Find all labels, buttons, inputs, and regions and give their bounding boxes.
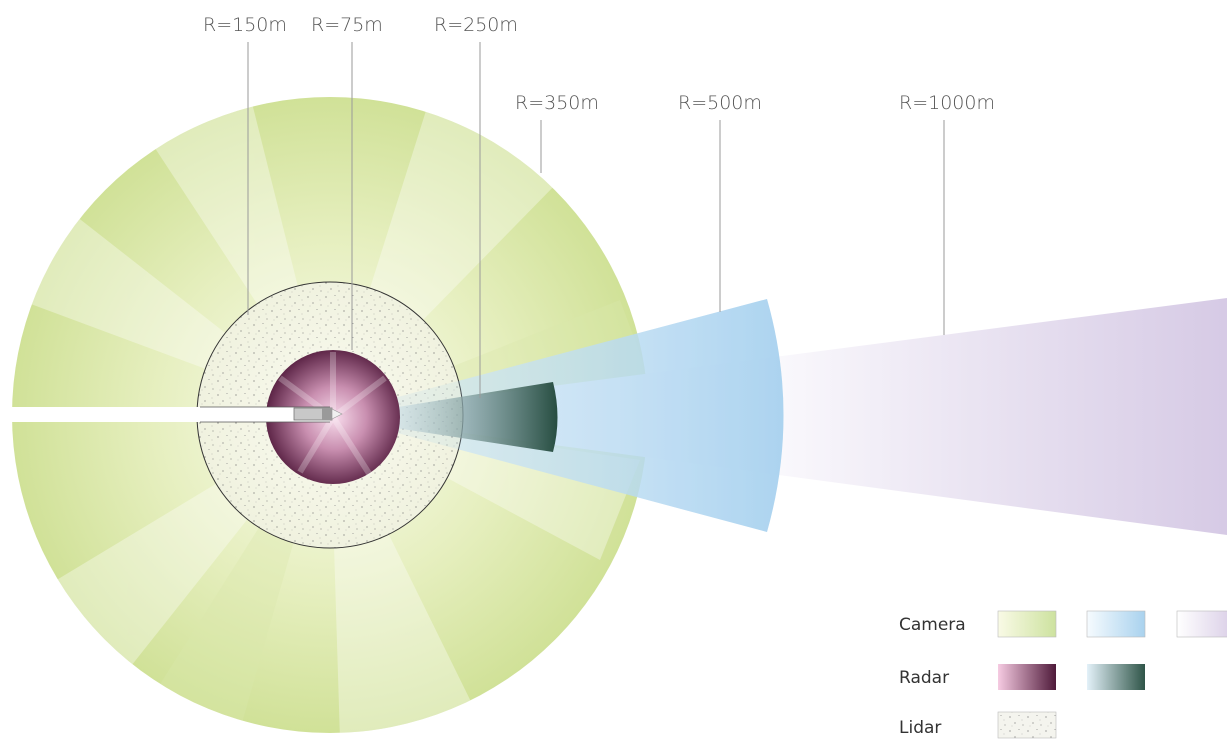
label-r1000: R=1000m — [899, 92, 995, 114]
legend-lidar-label: Lidar — [899, 718, 941, 738]
range-leader-lines — [247, 42, 945, 398]
label-r250: R=250m — [434, 14, 518, 36]
legend-camera-wide-swatch — [997, 610, 1057, 638]
legend-camera-label: Camera — [899, 615, 966, 635]
legend-radar-label: Radar — [899, 668, 949, 688]
label-r350: R=350m — [515, 92, 599, 114]
radar-long-coverage — [330, 382, 558, 452]
label-r500: R=500m — [678, 92, 762, 114]
label-r75: R=75m — [311, 14, 383, 36]
legend: Camera Radar Lidar — [899, 610, 1227, 739]
road-strip — [0, 407, 330, 422]
legend-radar-long-swatch — [1087, 664, 1145, 690]
legend-radar-short-swatch — [998, 664, 1056, 690]
legend-camera-mid-swatch — [1086, 610, 1146, 638]
vehicle — [293, 407, 343, 421]
legend-camera-long-swatch — [1176, 610, 1227, 638]
label-r150: R=150m — [203, 14, 287, 36]
